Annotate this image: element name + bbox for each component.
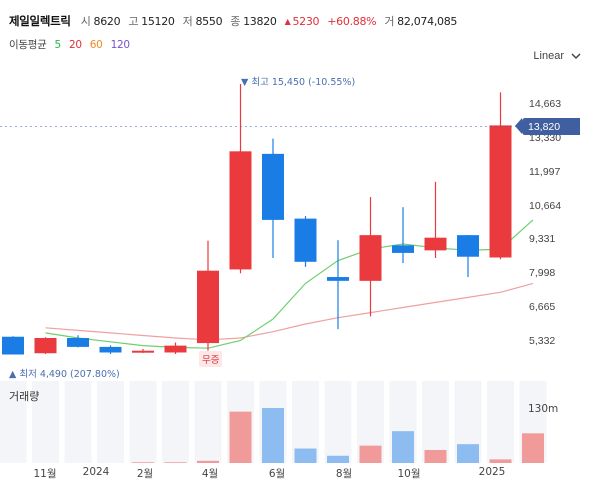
time-tick-label: 10월 bbox=[397, 468, 421, 480]
scale-selector-label: Linear bbox=[533, 50, 564, 62]
change-percent: +60.88% bbox=[327, 14, 377, 28]
time-tick-label: 6월 bbox=[268, 468, 286, 480]
ma-period-20: 20 bbox=[68, 39, 82, 51]
capital-increase-badge: 무증 bbox=[199, 351, 223, 367]
up-candle bbox=[197, 270, 219, 344]
time-tick-label: 11월 bbox=[33, 468, 57, 480]
up-candle bbox=[424, 237, 447, 251]
price-tick-label: 6,665 bbox=[529, 301, 556, 314]
volume-bar bbox=[392, 431, 414, 463]
volume-bar bbox=[164, 462, 187, 463]
ma-period-60: 60 bbox=[89, 39, 103, 51]
down-candle bbox=[294, 218, 317, 262]
price-tick-label: 7,998 bbox=[529, 267, 556, 280]
low-label: 저 bbox=[182, 15, 193, 28]
price-tick-label: 11,997 bbox=[529, 165, 561, 178]
down-candle bbox=[67, 338, 89, 347]
open-value: 8620 bbox=[93, 14, 121, 28]
close-label: 종 bbox=[230, 15, 241, 28]
ma-period-5: 5 bbox=[54, 39, 62, 51]
volume-column-bg bbox=[194, 381, 222, 463]
low-price-annotation: ▲ 최저 4,490 (207.80%) bbox=[9, 369, 120, 380]
volume-axis-label: 130m bbox=[528, 403, 559, 415]
up-candle bbox=[489, 125, 512, 258]
change-value: 5230 bbox=[292, 14, 320, 28]
high-value: 15120 bbox=[141, 14, 175, 28]
up-candle bbox=[164, 345, 187, 353]
ma5-line bbox=[45, 219, 534, 349]
down-candle bbox=[457, 235, 479, 257]
open-label: 시 bbox=[80, 15, 91, 28]
volume-bar bbox=[489, 459, 512, 463]
price-tick-label: 14,663 bbox=[529, 98, 562, 110]
volume-bar bbox=[229, 411, 252, 463]
stock-summary: 제일일렉트릭 시 8620 고 15120 저 8550 종 13820 ▲ 5… bbox=[9, 12, 465, 30]
volume-bar bbox=[327, 455, 349, 463]
ma20-line bbox=[45, 282, 534, 341]
volume-column-bg bbox=[487, 381, 514, 463]
volume-bar bbox=[294, 448, 317, 463]
volume-bar bbox=[262, 408, 284, 463]
scale-selector[interactable]: Linear bbox=[533, 50, 581, 62]
volume-bar bbox=[197, 460, 219, 463]
volume-value: 82,074,085 bbox=[397, 14, 458, 28]
down-candle bbox=[327, 277, 349, 281]
volume-column-bg bbox=[422, 381, 449, 463]
high-label: 고 bbox=[128, 15, 139, 28]
moving-average-label: 이동평균 bbox=[9, 39, 47, 51]
volume-column-bg bbox=[97, 381, 124, 463]
current-price-badge: 13,820 bbox=[515, 118, 580, 135]
volume-column-bg bbox=[129, 381, 157, 463]
volume-column-bg bbox=[324, 381, 352, 463]
time-tick-label: 2024 bbox=[82, 466, 110, 478]
down-candle bbox=[392, 245, 414, 253]
volume-column-bg bbox=[0, 381, 27, 463]
volume-column-bg bbox=[162, 381, 189, 463]
volume-column-bg bbox=[32, 381, 59, 463]
time-tick-label: 8월 bbox=[335, 468, 353, 480]
volume-bar bbox=[132, 462, 154, 463]
up-candle bbox=[34, 338, 57, 354]
down-candle bbox=[99, 346, 122, 353]
price-tick-label: 5,332 bbox=[529, 335, 556, 347]
up-candle bbox=[359, 235, 382, 281]
volume-label: 거 bbox=[384, 15, 395, 28]
low-value: 8550 bbox=[195, 14, 223, 28]
volume-bar bbox=[522, 433, 544, 463]
chevron-down-icon bbox=[571, 52, 581, 59]
volume-pane-label: 거래량 bbox=[9, 390, 40, 403]
time-tick-label: 2월 bbox=[136, 468, 154, 480]
price-tick-label: 9,331 bbox=[529, 233, 556, 246]
stock-name: 제일일렉트릭 bbox=[9, 14, 71, 28]
up-candle bbox=[132, 350, 154, 353]
time-tick-label: 2025 bbox=[478, 466, 506, 478]
time-tick-label: 4월 bbox=[201, 468, 219, 480]
price-tick-label: 10,664 bbox=[529, 199, 562, 212]
moving-average-legend[interactable]: 이동평균 5 20 60 120 bbox=[9, 37, 135, 52]
volume-column-bg bbox=[64, 381, 92, 463]
volume-bar bbox=[457, 444, 479, 463]
up-triangle-icon: ▲ bbox=[284, 16, 291, 26]
volume-bar bbox=[359, 445, 382, 463]
down-candle bbox=[262, 153, 284, 220]
close-value: 13820 bbox=[243, 14, 277, 28]
up-candle bbox=[229, 151, 252, 270]
ma-period-120: 120 bbox=[110, 39, 130, 51]
down-candle bbox=[2, 336, 24, 355]
high-price-annotation: ▼ 최고 15,450 (-10.55%) bbox=[241, 77, 356, 88]
volume-bar bbox=[424, 449, 447, 463]
